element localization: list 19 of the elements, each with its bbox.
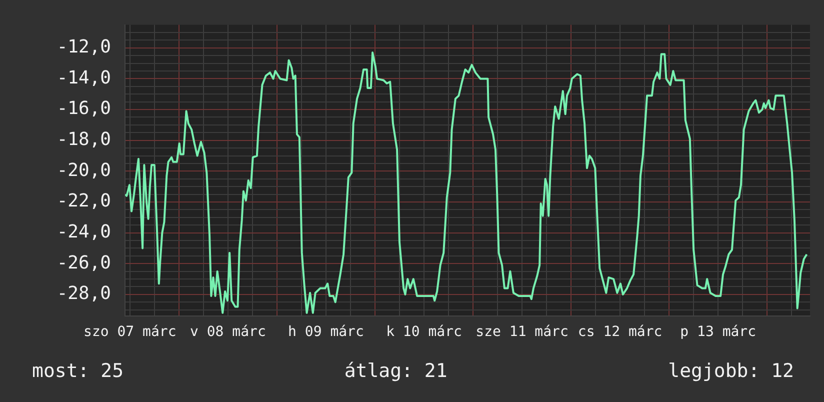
y-tick-label: -20,0	[56, 160, 111, 181]
text: átlag: 21	[344, 360, 448, 382]
y-tick-label: -22,0	[56, 190, 111, 212]
x-tick-label: v 08 márc	[190, 324, 266, 340]
text: most: 25	[32, 360, 124, 382]
x-tick-label: cs 12 márc	[578, 324, 662, 340]
x-tick-label: szo 07 márc	[84, 324, 176, 340]
text: legjobb: 12	[668, 360, 794, 382]
y-tick-label: -28,0	[56, 283, 111, 304]
x-tick-label: h 09 márc	[288, 324, 364, 340]
y-tick-label: -18,0	[56, 129, 111, 150]
x-tick-label: k 10 márc	[386, 324, 462, 340]
y-tick-label: -14,0	[56, 67, 111, 88]
y-tick-label: -24,0	[56, 221, 111, 242]
y-tick-label: -12,0	[56, 36, 111, 58]
x-tick-label: p 13 márc	[680, 324, 756, 340]
x-tick-label: sze 11 márc	[476, 324, 568, 340]
y-tick-label: -16,0	[56, 98, 111, 120]
y-tick-label: -26,0	[56, 252, 111, 274]
